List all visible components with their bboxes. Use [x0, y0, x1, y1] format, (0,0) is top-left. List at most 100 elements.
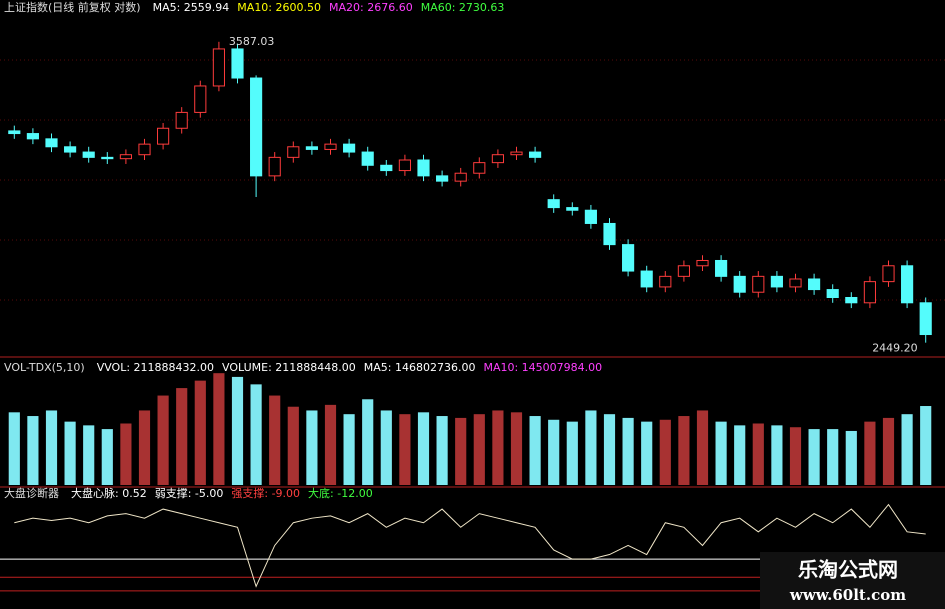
candle-body — [454, 172, 467, 182]
candle-body — [157, 127, 170, 145]
volume-bar — [269, 395, 281, 485]
candle-body — [789, 278, 802, 288]
candle-body — [436, 175, 449, 182]
candle-body — [250, 77, 263, 177]
candle-body — [733, 275, 746, 293]
candle-body — [640, 270, 653, 288]
volume-bar — [548, 419, 560, 485]
candle-body — [138, 143, 151, 156]
volume-bar — [306, 410, 318, 485]
volume-bar — [399, 414, 411, 485]
candle-body — [417, 159, 430, 177]
candle-body — [361, 151, 374, 166]
volume-bar — [771, 425, 783, 485]
volume-bar — [8, 412, 20, 485]
candle-body — [287, 146, 300, 158]
volume-bar — [734, 425, 746, 485]
candle-body — [566, 207, 579, 211]
candle-body — [101, 156, 114, 160]
volume-bar — [510, 412, 523, 485]
candle-body — [901, 265, 914, 304]
legend-entry: MA5: 146802736.00 — [364, 361, 476, 374]
volume-bar — [808, 429, 820, 485]
legend-entry: MA5: 2559.94 — [153, 1, 230, 14]
legend-entry: VOLUME: 211888448.00 — [222, 361, 356, 374]
volume-bar — [845, 430, 857, 485]
candle-body — [696, 259, 709, 267]
candle-body — [26, 133, 39, 140]
volume-bar — [622, 417, 634, 485]
volume-bar — [157, 395, 169, 485]
candle-body — [715, 259, 728, 277]
legend-entry: VVOL: 211888432.00 — [97, 361, 214, 374]
legend-entry: 大底: -12.00 — [308, 486, 373, 500]
volume-bar — [194, 380, 206, 485]
volume-bar — [492, 410, 504, 485]
watermark: 乐淘公式网 www.60lt.com — [760, 552, 945, 609]
candle-body — [8, 130, 21, 135]
legend-entry: 弱支撑: -5.00 — [155, 486, 224, 500]
volume-bar — [83, 425, 95, 485]
candle-body — [510, 151, 523, 156]
volume-bar — [213, 373, 225, 485]
volume-bar — [287, 406, 299, 485]
candle-body — [175, 111, 188, 129]
panel-title: VOL-TDX(5,10) — [4, 361, 85, 374]
candle-body — [919, 302, 932, 336]
candle-body — [584, 209, 597, 224]
volume-bar — [603, 414, 616, 485]
volume-bar — [696, 410, 709, 485]
candle-body — [770, 275, 783, 288]
volume-bar — [176, 388, 188, 485]
volume-bar — [231, 376, 244, 485]
volume-bar — [789, 427, 802, 485]
candle-body — [398, 159, 411, 172]
volume-bar — [566, 421, 578, 485]
candle-body — [194, 85, 207, 113]
volume-bar — [436, 416, 448, 485]
candle-body — [752, 275, 765, 293]
panel-title: 上证指数(日线 前复权 对数) — [4, 0, 141, 14]
candle-body — [305, 146, 318, 150]
volume-bar — [45, 410, 58, 485]
volume-bar — [641, 421, 653, 485]
volume-bar — [678, 416, 690, 485]
volume-bar — [827, 429, 839, 485]
candle-body — [677, 265, 690, 277]
volume-bar — [343, 414, 355, 485]
volume-bar — [250, 384, 262, 485]
legend-entry: MA10: 145007984.00 — [483, 361, 602, 374]
volume-bar — [882, 417, 895, 485]
candle-body — [45, 138, 58, 148]
volume-bar — [455, 417, 467, 485]
candle-body — [826, 289, 839, 299]
volume-bar — [529, 416, 541, 485]
candle-body — [343, 143, 356, 153]
volume-bar — [27, 416, 39, 485]
volume-bar — [920, 406, 932, 485]
volume-bar — [64, 421, 76, 485]
volume-bar — [138, 410, 151, 485]
watermark-url: www.60lt.com — [789, 586, 906, 604]
candle-body — [82, 151, 95, 158]
candle-body — [603, 222, 616, 246]
watermark-box — [760, 552, 945, 609]
candle-body — [380, 164, 393, 172]
candle-body — [119, 154, 132, 160]
candle-body — [212, 48, 225, 87]
legend-entry: MA60: 2730.63 — [421, 1, 505, 14]
candle-body — [529, 151, 542, 158]
annotation: 3587.03 — [229, 35, 275, 48]
legend-entry: 大盘心脉: 0.52 — [71, 486, 147, 500]
candle-body — [473, 162, 486, 174]
panel-title: 大盘诊断器 — [4, 486, 59, 500]
volume-bar — [324, 404, 337, 485]
candle-body — [64, 146, 77, 153]
candle-body — [324, 143, 337, 150]
volume-bar — [101, 429, 113, 485]
candle-body — [882, 265, 895, 283]
candle-body — [231, 48, 244, 79]
watermark-title: 乐淘公式网 — [798, 558, 898, 582]
